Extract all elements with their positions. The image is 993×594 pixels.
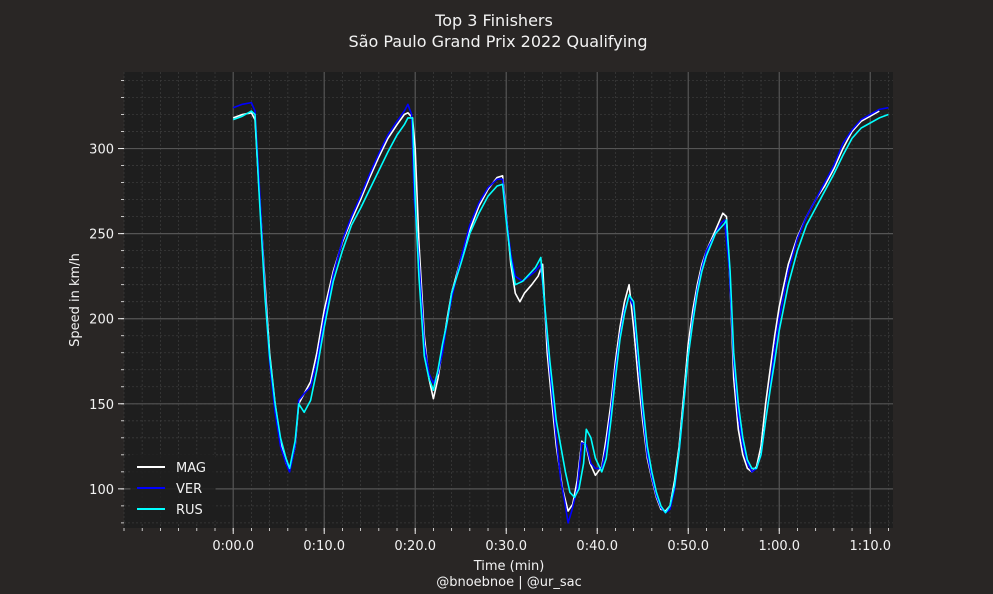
y-tick-label: 150 [89,398,114,413]
series-line-ver [232,101,889,524]
series-layer [232,101,889,524]
footer-credit: @bnoebnoe | @ur_sac [436,575,582,590]
x-tick-label: 0:20.0 [394,539,436,554]
chart-title: Top 3 Finishers [434,11,553,30]
series-line-rus [232,110,889,514]
x-tick-label: 0:40.0 [576,539,618,554]
x-tick-label: 0:10.0 [303,539,345,554]
axes [121,80,889,531]
x-tick-label: 1:10.0 [849,539,891,554]
legend-box [130,454,216,523]
y-tick-label: 100 [89,483,114,498]
x-axis-label: Time (min) [473,559,545,574]
y-tick-label: 250 [89,228,114,243]
major-grid [124,72,893,528]
y-tick-label: 300 [89,143,114,158]
x-tick-label: 0:00.0 [212,539,254,554]
legend-label-mag: MAG [176,461,206,476]
legend-label-rus: RUS [176,503,203,518]
x-tick-label: 0:50.0 [667,539,709,554]
legend-label-ver: VER [176,482,202,497]
y-tick-label: 200 [89,313,114,328]
y-axis-label: Speed in km/h [68,253,83,347]
x-axis-ticks: 0:00.0 0:10.0 0:20.0 0:30.0 0:40.0 0:50.0 1:00… [212,528,891,554]
chart-subtitle: São Paulo Grand Prix 2022 Qualifying [349,32,648,51]
x-tick-label: 1:00.0 [758,539,800,554]
x-tick-label: 0:30.0 [485,539,527,554]
plot-area [124,72,893,528]
y-axis-ticks: 100 150 200 250 300 [89,143,124,498]
legend: MAG VER RUS [130,454,216,523]
series-line-mag [232,110,880,512]
